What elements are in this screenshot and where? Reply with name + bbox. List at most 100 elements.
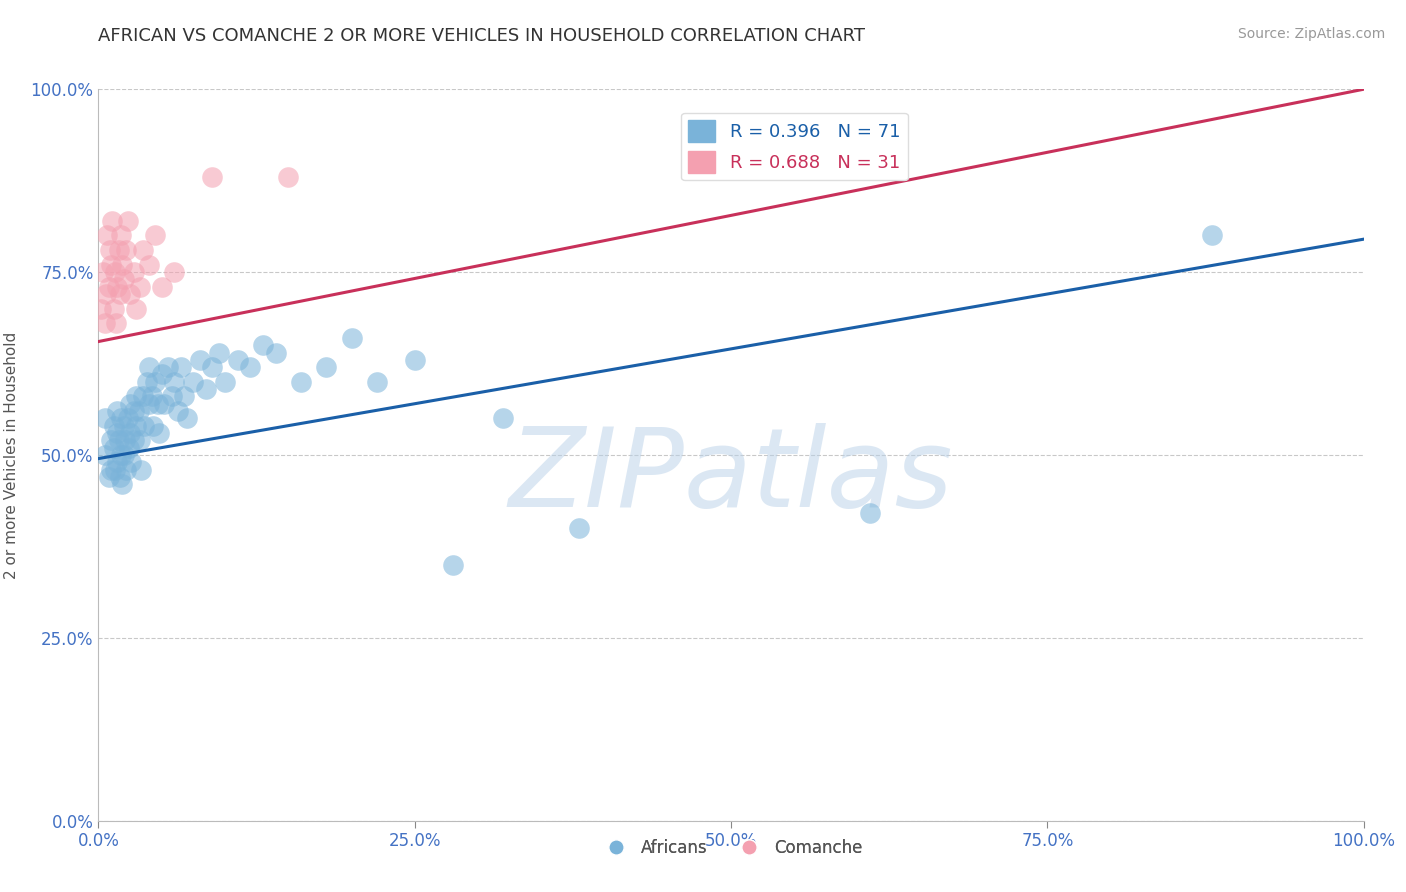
Point — [120, 397, 141, 411]
Point — [100, 462, 122, 476]
Point — [183, 375, 205, 389]
Point — [201, 169, 224, 184]
Point — [107, 455, 129, 469]
Point — [100, 434, 122, 448]
Point — [264, 345, 287, 359]
Point — [120, 455, 142, 469]
Point — [160, 389, 183, 403]
Point — [492, 411, 515, 425]
Point — [101, 214, 124, 228]
Point — [93, 265, 115, 279]
Point — [111, 258, 134, 272]
Point — [163, 375, 186, 389]
Point — [120, 287, 141, 301]
Text: Source: ZipAtlas.com: Source: ZipAtlas.com — [1237, 27, 1385, 41]
Point — [148, 425, 170, 440]
Point — [138, 258, 160, 272]
Point — [173, 389, 195, 403]
Point — [239, 360, 262, 375]
Point — [104, 462, 127, 476]
Point — [252, 338, 274, 352]
Point — [366, 375, 388, 389]
Point — [128, 404, 150, 418]
Point — [111, 477, 134, 491]
Point — [568, 521, 591, 535]
Text: AFRICAN VS COMANCHE 2 OR MORE VEHICLES IN HOUSEHOLD CORRELATION CHART: AFRICAN VS COMANCHE 2 OR MORE VEHICLES I… — [98, 27, 866, 45]
Point — [122, 434, 145, 448]
Point — [176, 411, 198, 425]
Point — [97, 279, 120, 293]
Point — [98, 243, 121, 257]
Point — [107, 434, 129, 448]
Y-axis label: 2 or more Vehicles in Household: 2 or more Vehicles in Household — [4, 331, 20, 579]
Point — [138, 397, 160, 411]
Point — [129, 434, 152, 448]
Point — [145, 228, 166, 243]
Point — [201, 360, 224, 375]
Point — [107, 279, 129, 293]
Point — [100, 258, 122, 272]
Point — [150, 368, 173, 382]
Point — [112, 418, 135, 433]
Point — [94, 287, 117, 301]
Point — [208, 345, 231, 359]
Point — [90, 301, 112, 316]
Point — [157, 360, 180, 375]
Point — [117, 214, 139, 228]
Point — [103, 301, 125, 316]
Point — [277, 169, 299, 184]
Point — [167, 404, 190, 418]
Point — [125, 301, 148, 316]
Point — [146, 397, 169, 411]
Point — [1201, 228, 1223, 243]
Point — [105, 316, 128, 330]
Point — [150, 279, 173, 293]
Point — [169, 360, 191, 375]
Point — [340, 331, 363, 345]
Point — [145, 375, 166, 389]
Point — [97, 470, 120, 484]
Point — [107, 425, 129, 440]
Point — [125, 418, 148, 433]
Point — [108, 470, 131, 484]
Point — [93, 411, 117, 425]
Point — [441, 558, 464, 572]
Point — [122, 265, 145, 279]
Point — [117, 411, 139, 425]
Text: ZIPatlas: ZIPatlas — [509, 424, 953, 531]
Point — [226, 352, 249, 367]
Point — [214, 375, 236, 389]
Point — [115, 462, 138, 476]
Point — [153, 397, 176, 411]
Point — [125, 389, 148, 403]
Point — [138, 360, 160, 375]
Point — [290, 375, 312, 389]
Point — [404, 352, 426, 367]
Point — [110, 411, 132, 425]
Point — [110, 228, 132, 243]
Point — [122, 404, 145, 418]
Point — [188, 352, 211, 367]
Point — [132, 243, 155, 257]
Point — [859, 507, 882, 521]
Point — [108, 287, 131, 301]
Point — [194, 382, 218, 396]
Point — [141, 389, 163, 403]
Point — [132, 418, 155, 433]
Point — [107, 243, 129, 257]
Point — [107, 404, 129, 418]
Point — [110, 448, 132, 462]
Point — [96, 228, 118, 243]
Point — [104, 265, 127, 279]
Point — [103, 441, 125, 455]
Point — [118, 441, 141, 455]
Point — [112, 448, 135, 462]
Point — [120, 425, 141, 440]
Point — [93, 316, 117, 330]
Point — [142, 418, 165, 433]
Point — [93, 448, 117, 462]
Point — [132, 389, 155, 403]
Point — [115, 243, 138, 257]
Point — [315, 360, 337, 375]
Point — [129, 279, 152, 293]
